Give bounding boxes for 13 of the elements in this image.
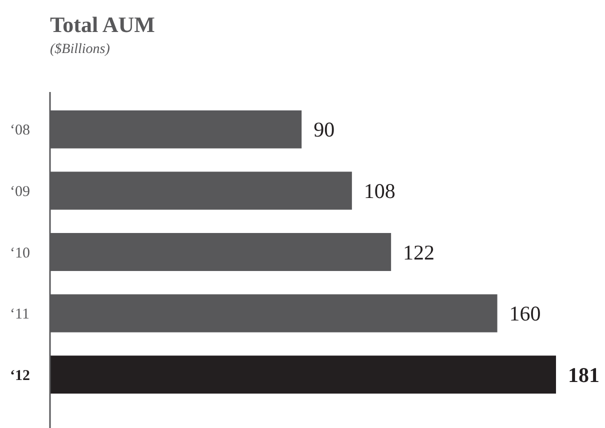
data-label: 108	[364, 179, 396, 204]
chart-title: Total AUM	[50, 12, 156, 37]
y-tick-label: ‘11	[10, 306, 30, 323]
data-label: 181	[568, 362, 600, 387]
chart-subtitle: ($Billions)	[50, 42, 110, 57]
y-tick-label: ‘12	[10, 368, 30, 384]
y-tick-label: ‘10	[10, 245, 30, 262]
data-label: 122	[403, 240, 435, 264]
bar	[50, 356, 556, 394]
y-tick-label: ‘08	[10, 122, 30, 139]
data-label: 90	[314, 118, 335, 142]
y-tick-label: ‘09	[10, 184, 30, 200]
data-label: 160	[509, 302, 541, 326]
